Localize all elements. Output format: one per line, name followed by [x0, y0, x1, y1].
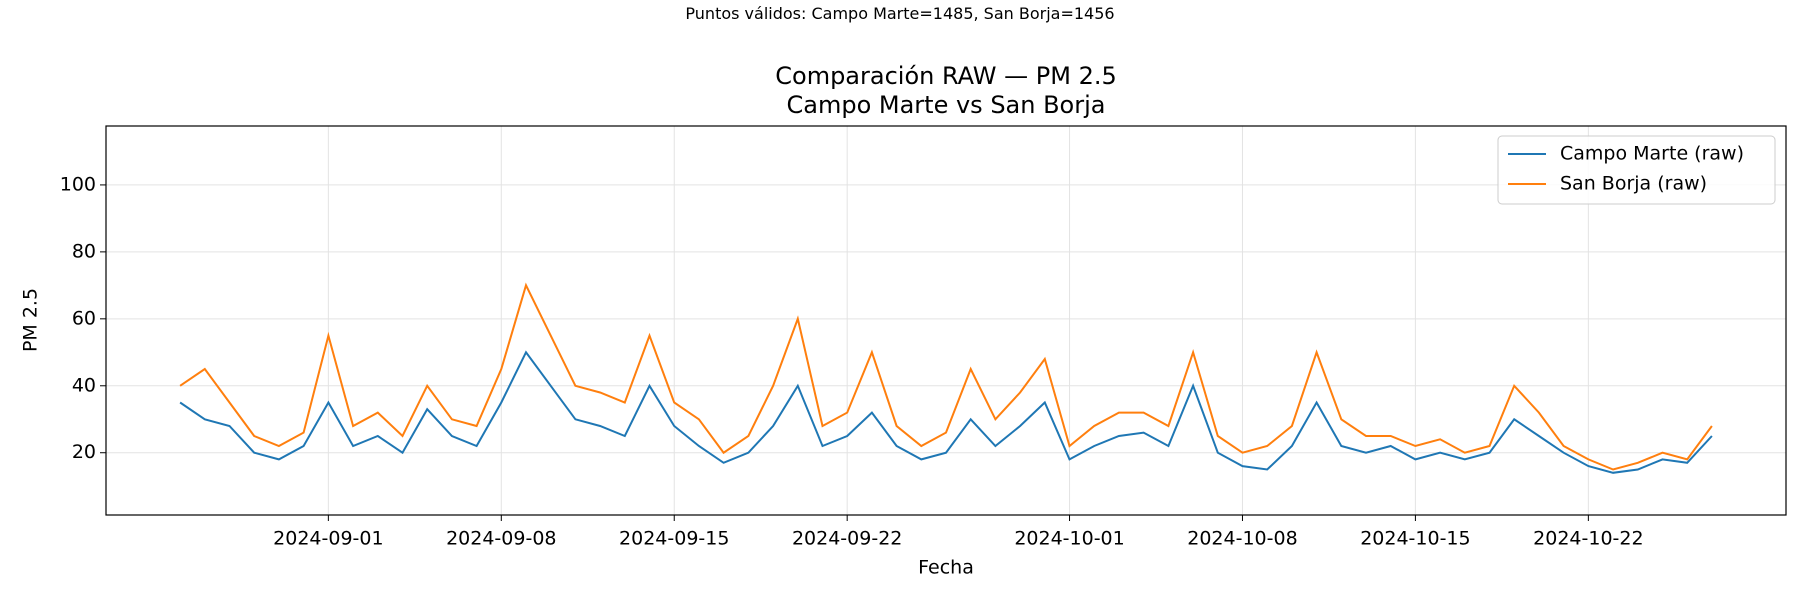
x-tick-label: 2024-10-01: [1014, 528, 1124, 550]
plot-frame: [105, 125, 1787, 516]
legend-box: [1497, 135, 1776, 205]
y-tick-label: 60: [72, 307, 96, 329]
x-tick-label: 2024-09-08: [446, 528, 556, 550]
x-axis-label: Fecha: [918, 557, 974, 579]
x-tick-label: 2024-10-08: [1187, 528, 1297, 550]
x-tick-label: 2024-10-15: [1360, 528, 1470, 550]
y-tick-label: 100: [60, 173, 96, 195]
data-line: [179, 350, 1713, 474]
x-tick-label: 2024-10-22: [1533, 528, 1643, 550]
x-tick-label: 2024-09-01: [273, 528, 383, 550]
x-tick-label: 2024-09-22: [792, 528, 902, 550]
legend-label: Campo Marte (raw): [1560, 143, 1744, 165]
x-tick-label: 2024-09-15: [619, 528, 729, 550]
y-tick-label: 80: [72, 240, 96, 262]
chart-title: Comparación RAW — PM 2.5 Campo Marte vs …: [775, 62, 1117, 119]
y-tick-label: 40: [72, 374, 96, 396]
y-axis-label: PM 2.5: [20, 288, 42, 352]
data-line: [179, 282, 1713, 471]
legend-label: San Borja (raw): [1560, 173, 1707, 195]
y-tick-label: 20: [72, 441, 96, 463]
annotation: Puntos válidos: Campo Marte=1485, San Bo…: [685, 4, 1115, 23]
